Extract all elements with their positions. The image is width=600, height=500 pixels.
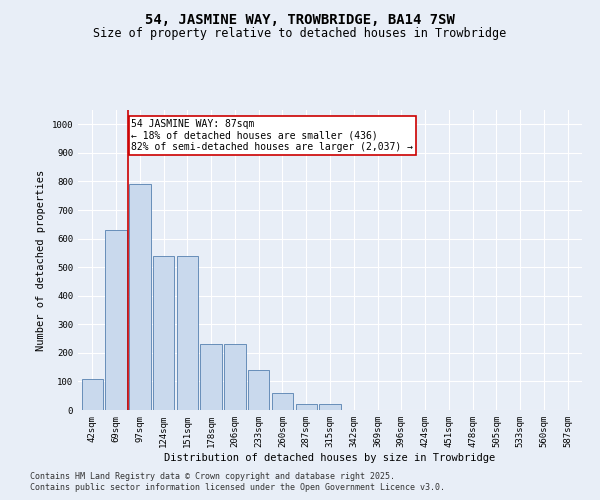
- Text: 54 JASMINE WAY: 87sqm
← 18% of detached houses are smaller (436)
82% of semi-det: 54 JASMINE WAY: 87sqm ← 18% of detached …: [131, 118, 413, 152]
- Y-axis label: Number of detached properties: Number of detached properties: [36, 170, 46, 350]
- Text: Contains HM Land Registry data © Crown copyright and database right 2025.: Contains HM Land Registry data © Crown c…: [30, 472, 395, 481]
- Bar: [200, 344, 222, 410]
- Bar: [296, 404, 317, 410]
- Bar: [153, 256, 174, 410]
- Bar: [82, 378, 103, 410]
- X-axis label: Distribution of detached houses by size in Trowbridge: Distribution of detached houses by size …: [164, 452, 496, 462]
- Bar: [319, 404, 341, 410]
- Bar: [106, 230, 127, 410]
- Bar: [224, 344, 245, 410]
- Text: Contains public sector information licensed under the Open Government Licence v3: Contains public sector information licen…: [30, 484, 445, 492]
- Text: Size of property relative to detached houses in Trowbridge: Size of property relative to detached ho…: [94, 28, 506, 40]
- Bar: [129, 184, 151, 410]
- Text: 54, JASMINE WAY, TROWBRIDGE, BA14 7SW: 54, JASMINE WAY, TROWBRIDGE, BA14 7SW: [145, 12, 455, 26]
- Bar: [248, 370, 269, 410]
- Bar: [176, 256, 198, 410]
- Bar: [272, 393, 293, 410]
